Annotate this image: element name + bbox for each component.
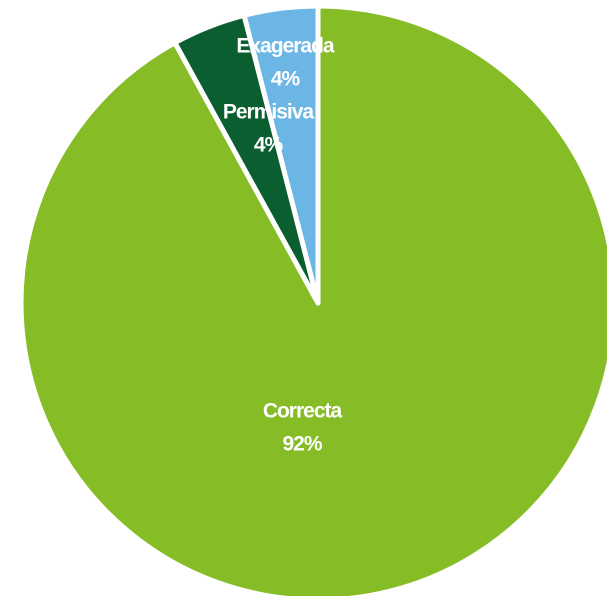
pie-slice [241,3,321,306]
pie-slice [18,3,607,596]
slice-value-label: 4% [254,134,284,157]
slice-value-label: 92% [282,433,322,456]
slice-value-label: 4% [271,68,301,91]
slice-label: Exagerada [236,35,335,58]
slice-label: Correcta [263,400,343,423]
slice-label: Permisiva [223,101,315,124]
